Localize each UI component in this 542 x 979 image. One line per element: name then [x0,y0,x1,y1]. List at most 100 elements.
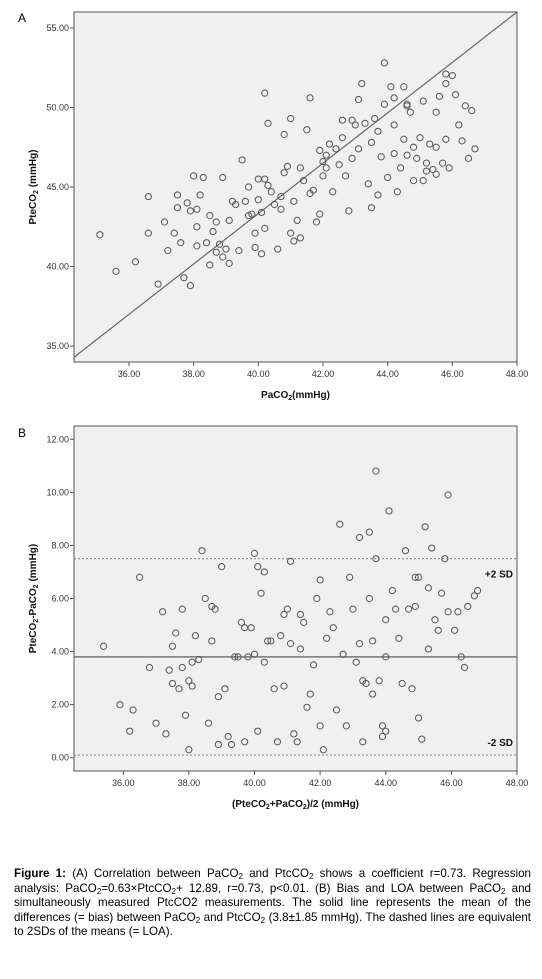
data-point [403,151,411,159]
data-point [355,533,364,542]
data-point [277,192,285,201]
data-point [418,735,426,743]
data-point [238,156,246,164]
caption-sub: 2 [501,886,506,896]
data-point [231,653,239,661]
data-point [380,100,389,108]
data-point [354,145,363,153]
figure-caption: Figure 1: (A) Correlation between PaCO2 … [14,867,531,940]
data-point [165,666,173,674]
data-point [400,83,408,91]
data-point [173,191,182,199]
data-point [391,605,400,613]
y-axis-label: PteCO2 (mmHg) [28,149,40,224]
panel-b-letter: B [18,426,26,440]
data-point [375,677,383,685]
data-point [131,258,140,266]
data-point [365,594,373,603]
data-point [215,240,224,248]
data-point [411,602,419,611]
data-point [251,243,259,252]
data-point [409,177,418,185]
data-point [365,528,373,536]
data-point [280,169,288,177]
data-point [224,732,232,741]
data-point [204,719,213,727]
data-point [254,196,262,204]
x-tick-label: 42.00 [309,778,332,788]
x-tick-label: 38.00 [182,369,205,379]
data-point [471,145,479,153]
data-point [342,172,350,180]
data-point [286,640,295,648]
data-point [286,557,295,565]
data-point [287,114,295,123]
data-point [257,250,266,258]
caption-text: and PtcCO [200,910,261,924]
data-point [451,91,460,99]
data-point [260,568,268,576]
caption-text: + 12.89, r=0.73, p<0.01. (B) Bias and LO… [175,881,502,895]
data-point [414,573,423,581]
data-point [390,149,398,158]
data-point [293,738,301,746]
data-point [96,231,104,239]
y-tick-label: 2.00 [51,700,69,710]
data-point [181,711,190,719]
data-point [395,634,403,642]
data-point [193,242,201,250]
data-point [396,164,405,172]
data-point [354,95,363,104]
data-point [248,210,256,218]
y-tick-label: 10.00 [46,487,69,497]
caption-text: and simultaneously measured PtcCO2 measu… [14,881,531,924]
data-point [162,730,170,738]
data-point [345,207,353,215]
data-point [367,204,376,212]
data-point [290,730,298,738]
caption-text: (3.8±1.85 mmHg). The dashed lines are eq… [14,910,531,939]
data-point [145,663,154,672]
data-point [434,626,442,634]
identity-line [73,11,518,358]
data-point [316,576,324,584]
data-point [338,116,346,124]
data-point [144,229,152,237]
data-point [411,573,419,581]
data-point [264,181,272,190]
y-tick-label: 8.00 [51,540,69,550]
data-point [382,653,390,661]
y-tick-label: 12.00 [46,434,69,444]
data-point [225,259,233,267]
data-point [442,79,450,88]
data-point [144,192,152,201]
data-point [219,173,227,182]
data-point [313,594,321,603]
data-point [290,197,298,205]
data-point [234,653,242,661]
data-point [326,608,334,616]
data-point [413,154,421,162]
data-point [432,143,440,151]
plot-area [73,11,518,363]
x-tick-label: 36.00 [118,369,141,379]
data-point [359,677,367,685]
data-point [170,229,178,237]
data-point [185,677,193,685]
x-tick-label: 42.00 [312,369,335,379]
data-point [254,563,262,571]
data-point [188,682,196,690]
x-tick-label: 38.00 [178,778,201,788]
data-point [442,70,450,78]
data-point [380,59,389,67]
data-point [405,605,413,613]
data-point [424,645,432,653]
data-point [260,658,268,666]
data-point [296,610,305,619]
data-point [464,602,472,611]
caption-text: (A) Correlation between PaCO [65,867,239,880]
data-point [306,690,314,698]
y-tick-label: 40.00 [46,262,69,272]
x-tick-label: 46.00 [441,369,464,379]
x-tick-label: 48.00 [506,778,529,788]
